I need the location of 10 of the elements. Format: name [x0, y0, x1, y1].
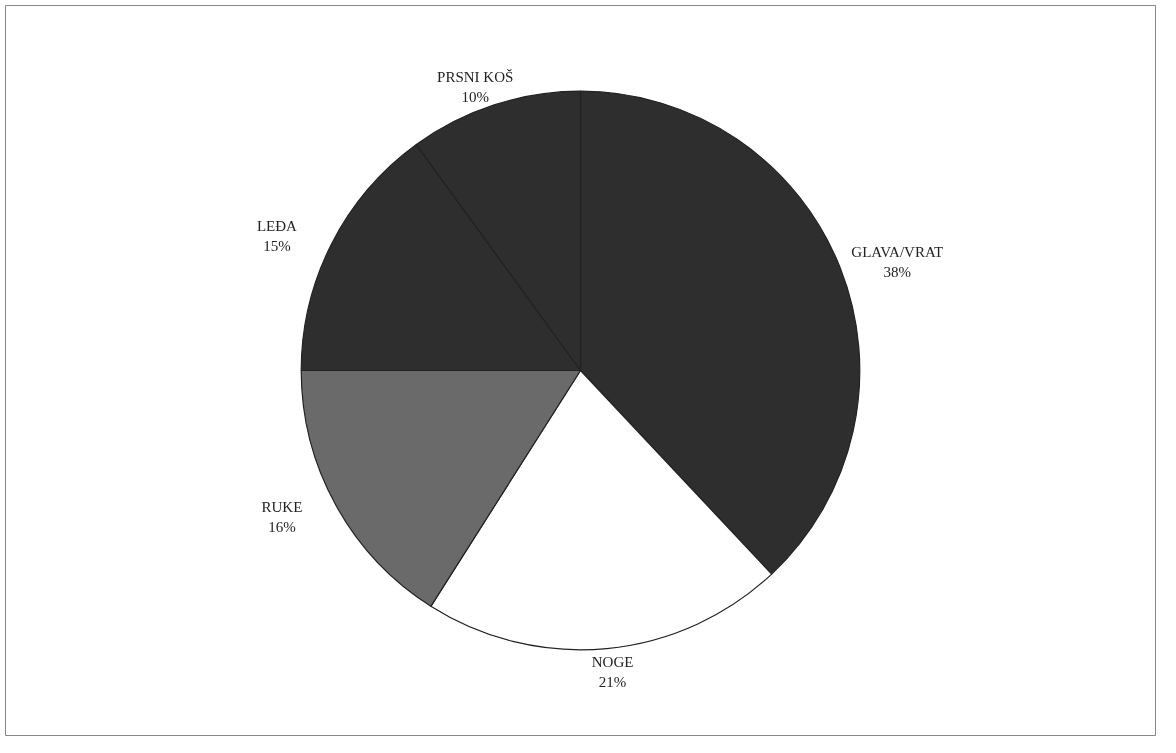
data-label: 16% — [268, 519, 296, 536]
data-label: 38% — [883, 263, 912, 280]
slice-label: NOGE — [591, 653, 634, 670]
slice-label: PRSNI KOŠ — [437, 68, 514, 85]
data-label: 15% — [263, 237, 291, 254]
data-label: 21% — [598, 673, 627, 690]
slice-label: GLAVA/VRAT — [851, 243, 944, 260]
slice-label: LEĐA — [256, 217, 298, 234]
data-label: 10% — [461, 88, 489, 105]
slice-label: RUKE — [261, 499, 303, 516]
